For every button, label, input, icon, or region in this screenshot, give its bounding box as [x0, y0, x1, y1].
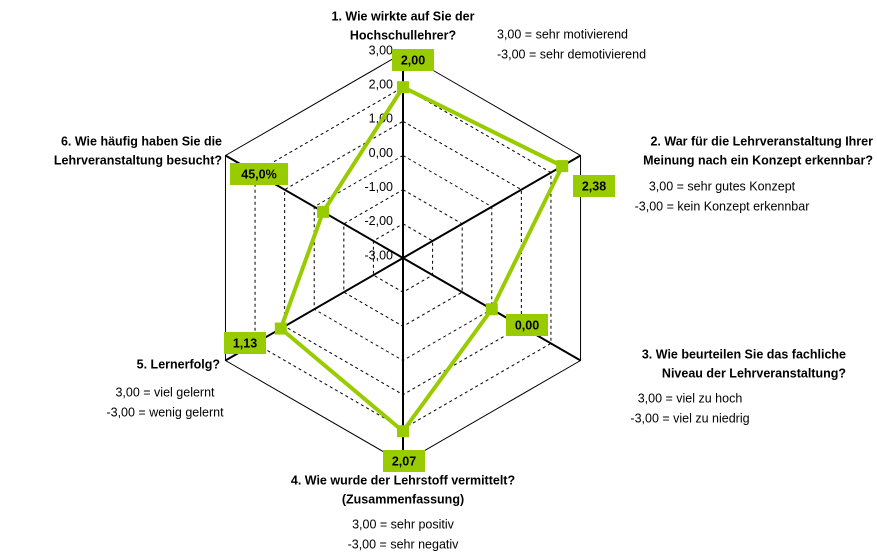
y-tick-label: 0,00 [369, 146, 393, 160]
scale-note: 3,00 = viel gelernt [115, 385, 215, 399]
data-marker [274, 322, 287, 335]
data-marker [397, 425, 409, 438]
value-label-box [224, 332, 266, 354]
scale-note: -3,00 = viel zu niedrig [630, 411, 749, 425]
category-label: Niveau der Lehrveranstaltung? [662, 366, 846, 380]
value-label-box [392, 49, 434, 71]
scale-note: -3,00 = sehr demotivierend [497, 47, 646, 61]
scale-note: 3,00 = sehr motivierend [497, 27, 628, 41]
category-label: (Zusammenfassung) [342, 492, 464, 506]
y-tick-label: 2,00 [369, 77, 393, 91]
y-tick-label: -3,00 [365, 248, 394, 262]
scale-note: -3,00 = sehr negativ [348, 537, 460, 551]
category-label: 6. Wie häufig haben Sie die [61, 134, 222, 148]
scale-note: 3,00 = sehr gutes Konzept [649, 179, 796, 193]
category-label: 5. Lernerfolg? [137, 357, 220, 371]
value-label: 45,0% [241, 167, 276, 181]
category-label: Lehrveranstaltung besucht? [54, 153, 222, 167]
category-label: 2. War für die Lehrveranstaltung Ihrer [650, 134, 873, 148]
y-tick-label: 3,00 [369, 43, 393, 57]
data-marker [397, 81, 409, 94]
value-label-box [506, 314, 548, 336]
value-label: 2,07 [392, 454, 416, 468]
value-label: 2,00 [401, 53, 425, 67]
category-label: Hochschullehrer? [350, 28, 456, 42]
category-label: 4. Wie wurde der Lehrstoff vermittelt? [291, 473, 515, 487]
scale-note: 3,00 = sehr positiv [352, 517, 455, 531]
y-tick-label: -2,00 [365, 214, 394, 228]
y-tick-label: -1,00 [365, 180, 394, 194]
category-label: Meinung nach ein Konzept erkennbar? [643, 153, 873, 167]
category-label: 3. Wie beurteilen Sie das fachliche [642, 347, 846, 361]
data-marker [317, 205, 330, 218]
scale-note: -3,00 = kein Konzept erkennbar [635, 199, 810, 213]
value-label: 2,38 [582, 179, 606, 193]
scale-note: -3,00 = wenig gelernt [106, 405, 224, 419]
scale-note: 3,00 = viel zu hoch [638, 391, 743, 405]
value-label-box [573, 175, 615, 197]
category-label: 1. Wie wirkte auf Sie der [332, 9, 475, 23]
value-label: 1,13 [233, 336, 257, 350]
axis-line [402, 154, 582, 259]
value-label-box [383, 450, 425, 472]
value-label-box [230, 163, 288, 185]
data-line [278, 84, 565, 435]
data-marker [556, 160, 569, 173]
data-marker [485, 303, 498, 316]
value-label: 0,00 [515, 318, 539, 332]
